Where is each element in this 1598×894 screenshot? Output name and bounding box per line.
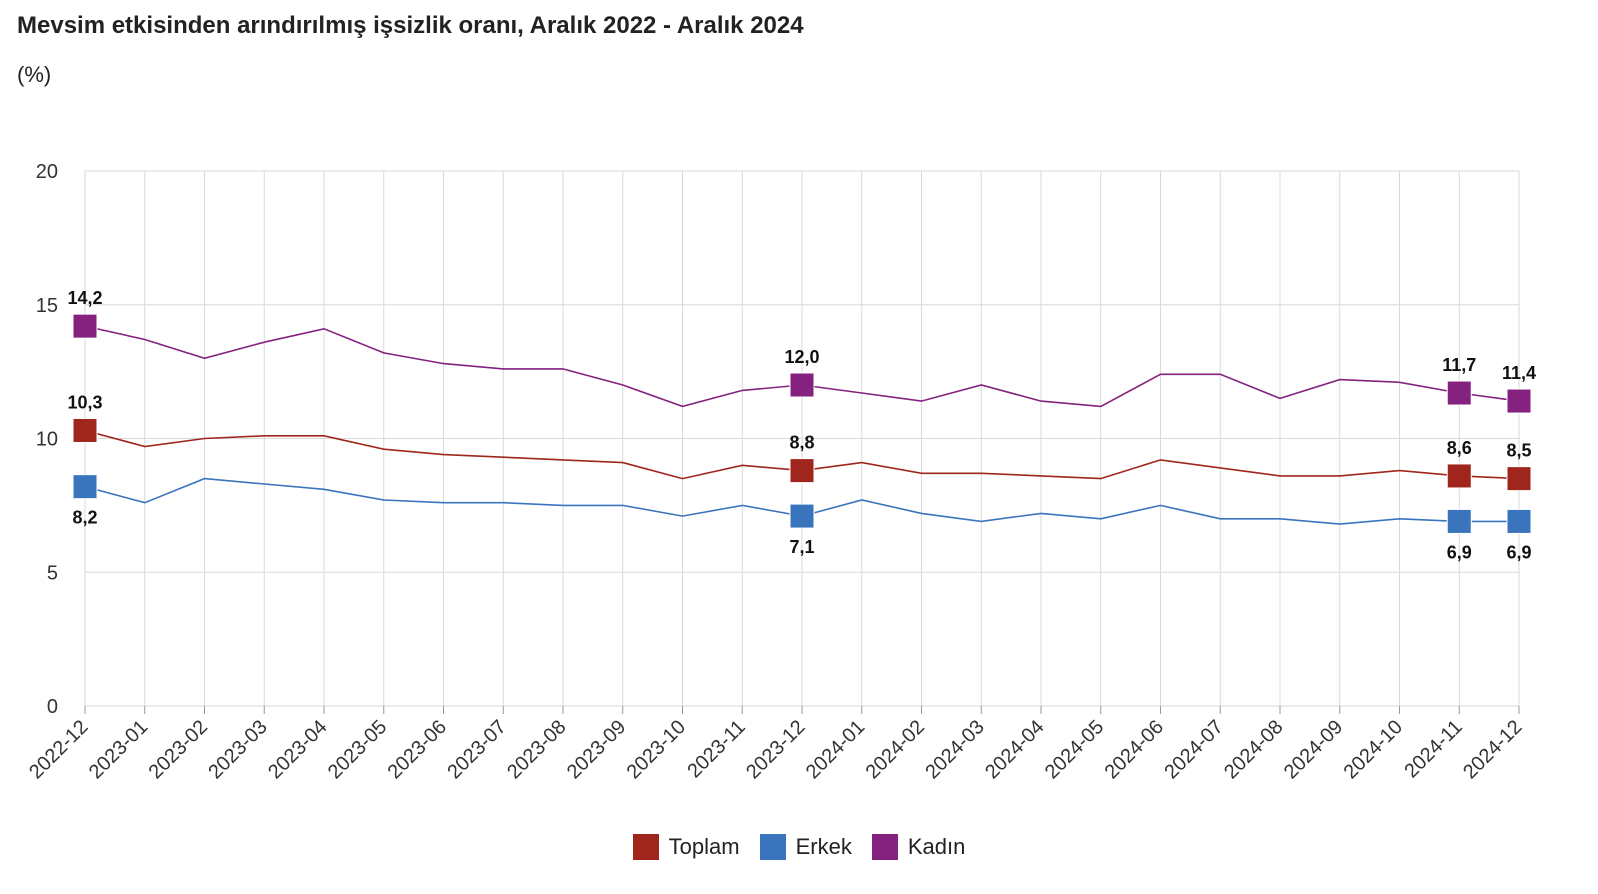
legend-label-kadin: Kadın: [907, 834, 966, 859]
legend-label-erkek: Erkek: [795, 834, 852, 859]
legend-swatch-toplam: [632, 834, 659, 860]
x-tick-label: 2024-12: [1459, 716, 1526, 783]
legend-item-toplam[interactable]: Toplam: [632, 834, 740, 860]
x-tick-label: 2023-09: [563, 716, 630, 783]
data-point-marker: [1446, 508, 1472, 534]
data-label: 10,3: [67, 392, 102, 412]
data-point-marker: [72, 313, 98, 339]
x-tick-label: 2023-10: [623, 716, 690, 783]
x-tick-label: 2023-02: [145, 716, 212, 783]
y-tick-label: 10: [36, 429, 58, 451]
legend-label-toplam: Toplam: [668, 834, 740, 859]
y-tick-label: 0: [47, 696, 58, 718]
x-tick-label: 2024-04: [981, 716, 1048, 783]
y-tick-label: 15: [36, 295, 58, 317]
data-point-marker: [1506, 508, 1532, 534]
data-label: 11,7: [1442, 355, 1476, 375]
x-tick-label: 2024-06: [1101, 716, 1168, 783]
x-tick-label: 2022-12: [25, 716, 92, 783]
x-tick-label: 2023-11: [683, 716, 749, 782]
data-label: 6,9: [1447, 542, 1472, 562]
data-label: 11,4: [1502, 363, 1536, 383]
data-label: 7,1: [789, 537, 814, 557]
data-label: 12,0: [784, 347, 819, 367]
data-point-marker: [1446, 380, 1472, 406]
chart-title: Mevsim etkisinden arındırılmış işsizlik …: [17, 12, 804, 39]
x-tick-label: 2024-03: [921, 716, 988, 783]
data-point-marker: [72, 417, 98, 443]
data-label: 8,6: [1447, 438, 1472, 458]
data-point-marker: [789, 458, 815, 484]
x-tick-label: 2023-05: [324, 716, 391, 783]
data-label: 6,9: [1506, 542, 1531, 562]
data-point-marker: [1446, 463, 1472, 489]
x-tick-label: 2023-06: [384, 716, 451, 783]
legend-swatch-kadin: [871, 834, 898, 860]
chart-subtitle: (%): [17, 62, 52, 87]
x-tick-label: 2024-05: [1041, 716, 1108, 783]
x-tick-label: 2024-02: [862, 716, 929, 783]
data-label: 8,8: [789, 433, 814, 453]
data-label: 8,2: [72, 508, 97, 528]
data-point-marker: [789, 503, 815, 529]
y-tick-label: 5: [47, 562, 58, 584]
x-tick-label: 2023-04: [264, 716, 331, 783]
data-label: 8,5: [1506, 441, 1531, 461]
chart-legend: Toplam Erkek Kadın: [0, 834, 1598, 860]
x-tick-label: 2023-01: [85, 716, 152, 783]
legend-item-kadin[interactable]: Kadın: [871, 834, 966, 860]
line-chart: 051015202022-122023-012023-022023-032023…: [25, 161, 1536, 783]
legend-swatch-erkek: [759, 834, 786, 860]
legend-item-erkek[interactable]: Erkek: [759, 834, 852, 860]
data-point-marker: [1506, 466, 1532, 492]
x-tick-label: 2024-07: [1160, 716, 1227, 783]
x-tick-label: 2024-11: [1400, 716, 1466, 782]
x-tick-label: 2024-09: [1280, 716, 1347, 783]
y-tick-label: 20: [36, 161, 58, 183]
x-tick-label: 2023-07: [443, 716, 510, 783]
data-point-marker: [789, 372, 815, 398]
data-label: 14,2: [67, 288, 102, 308]
x-tick-label: 2023-12: [742, 716, 809, 783]
x-tick-label: 2023-08: [503, 716, 570, 783]
x-tick-label: 2024-08: [1220, 716, 1287, 783]
x-tick-label: 2024-01: [802, 716, 869, 783]
data-point-marker: [1506, 388, 1532, 414]
x-tick-label: 2023-03: [204, 716, 271, 783]
data-point-marker: [72, 474, 98, 500]
x-tick-label: 2024-10: [1340, 716, 1407, 783]
